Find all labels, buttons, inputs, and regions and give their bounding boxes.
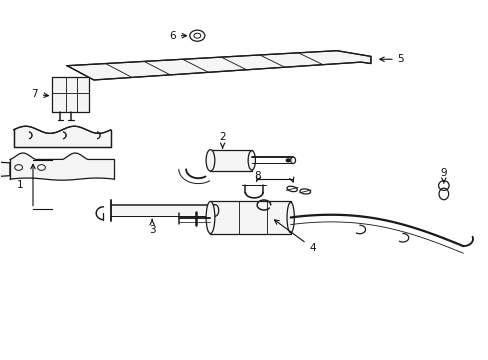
Text: 4: 4 — [274, 220, 315, 253]
Polygon shape — [111, 204, 215, 216]
Ellipse shape — [205, 150, 214, 171]
Text: 9: 9 — [440, 168, 446, 183]
Polygon shape — [14, 126, 111, 147]
Text: 2: 2 — [219, 132, 225, 148]
Circle shape — [286, 159, 289, 162]
Text: 1: 1 — [17, 180, 23, 190]
Polygon shape — [10, 153, 114, 180]
Ellipse shape — [211, 204, 218, 216]
Text: 8: 8 — [254, 171, 261, 181]
Ellipse shape — [286, 202, 294, 233]
Polygon shape — [14, 126, 111, 147]
Text: 5: 5 — [379, 54, 404, 64]
Text: 3: 3 — [148, 220, 155, 235]
Polygon shape — [210, 150, 251, 171]
Polygon shape — [52, 77, 89, 112]
Text: 7: 7 — [31, 89, 48, 99]
Text: 6: 6 — [169, 31, 186, 41]
Circle shape — [194, 33, 201, 38]
Ellipse shape — [290, 157, 295, 163]
Ellipse shape — [247, 151, 255, 170]
Ellipse shape — [205, 202, 214, 234]
Polygon shape — [0, 162, 10, 176]
Polygon shape — [67, 51, 370, 80]
Polygon shape — [210, 202, 290, 234]
